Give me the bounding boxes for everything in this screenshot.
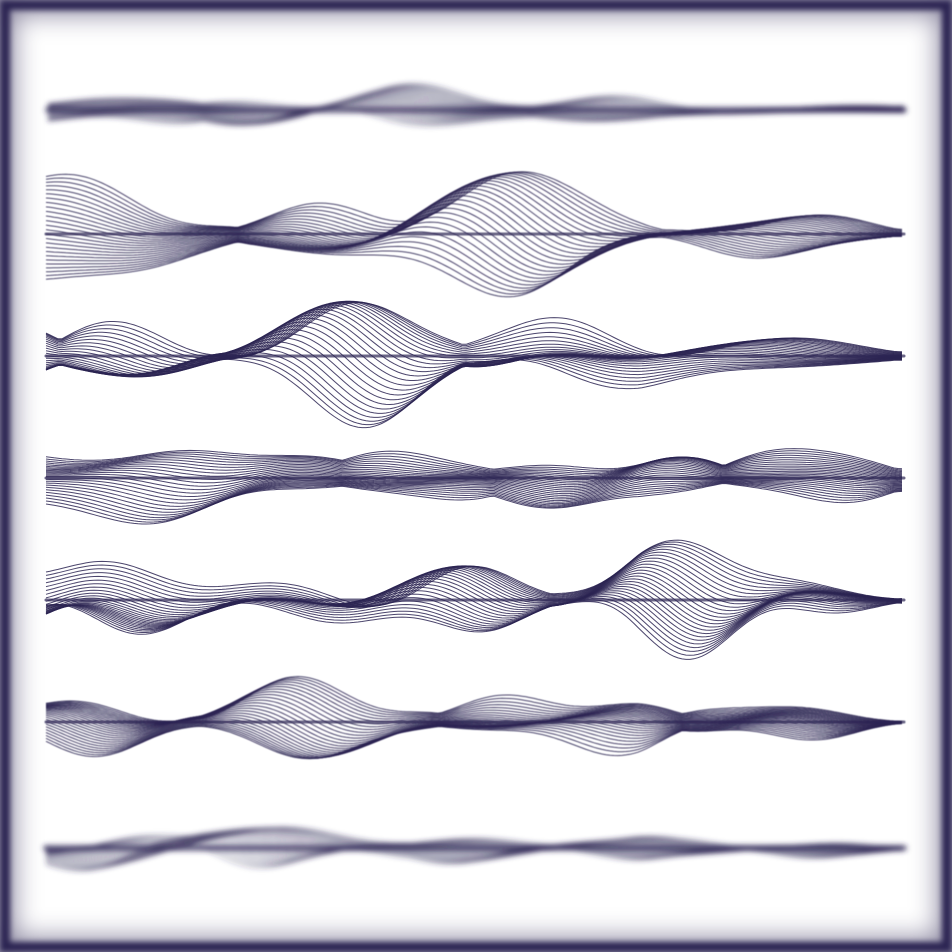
wave-line bbox=[45, 723, 903, 759]
wave-line bbox=[45, 557, 903, 609]
wave-line bbox=[45, 461, 903, 484]
wave-line bbox=[45, 483, 903, 525]
wave-band-6 bbox=[44, 675, 906, 760]
wave-line bbox=[45, 479, 902, 510]
wave-line bbox=[45, 235, 902, 298]
wave-line bbox=[45, 710, 903, 747]
wave-line bbox=[45, 470, 903, 494]
wave-band-3 bbox=[44, 300, 906, 429]
wave-line bbox=[45, 566, 902, 616]
wave-line bbox=[45, 458, 903, 479]
wave-line bbox=[45, 599, 903, 656]
wave-line bbox=[45, 569, 902, 618]
wave-line bbox=[45, 457, 903, 478]
wave-band-4 bbox=[44, 448, 906, 525]
wave-line bbox=[45, 191, 903, 251]
wave-line bbox=[47, 106, 905, 127]
wave-line bbox=[46, 234, 903, 289]
wave-line bbox=[45, 448, 903, 470]
wave-line bbox=[45, 171, 903, 233]
wave-line bbox=[45, 235, 903, 295]
wave-line bbox=[45, 452, 903, 473]
wave-line bbox=[45, 546, 903, 608]
wave-line bbox=[45, 358, 903, 429]
wave-line bbox=[45, 478, 902, 507]
wave-line bbox=[45, 840, 903, 871]
wave-line bbox=[45, 450, 903, 471]
wave-line bbox=[45, 233, 903, 286]
wave-line bbox=[45, 588, 903, 635]
wave-band-1 bbox=[45, 83, 907, 127]
wave-line bbox=[45, 195, 902, 255]
wave-line bbox=[45, 234, 903, 292]
wave-line bbox=[45, 722, 903, 759]
wave-line bbox=[45, 221, 903, 276]
wave-line bbox=[45, 355, 902, 422]
wave-line bbox=[45, 481, 903, 519]
wave-line bbox=[45, 188, 902, 248]
wave-line bbox=[45, 300, 903, 363]
wave-band-2 bbox=[44, 171, 906, 298]
wave-line bbox=[45, 460, 903, 482]
wave-line bbox=[45, 458, 903, 481]
wave-line bbox=[45, 456, 903, 476]
wave-line bbox=[45, 212, 903, 269]
wave-line bbox=[45, 481, 903, 521]
wave-line bbox=[45, 723, 903, 760]
wave-line bbox=[45, 203, 903, 261]
wave-line bbox=[45, 199, 903, 258]
wave-line bbox=[45, 454, 903, 475]
wave-line bbox=[45, 572, 902, 619]
wave-line bbox=[45, 231, 903, 283]
wave-line bbox=[45, 226, 903, 279]
wave-line bbox=[45, 554, 903, 608]
wave-line bbox=[45, 601, 903, 660]
wave-line bbox=[45, 480, 903, 513]
wave-band-7 bbox=[43, 827, 907, 871]
wave-band-5 bbox=[44, 539, 906, 660]
wave-line bbox=[45, 480, 902, 516]
wave-line bbox=[45, 551, 903, 608]
wave-line bbox=[46, 468, 903, 491]
wave-line bbox=[45, 216, 903, 272]
wave-line bbox=[45, 352, 902, 418]
